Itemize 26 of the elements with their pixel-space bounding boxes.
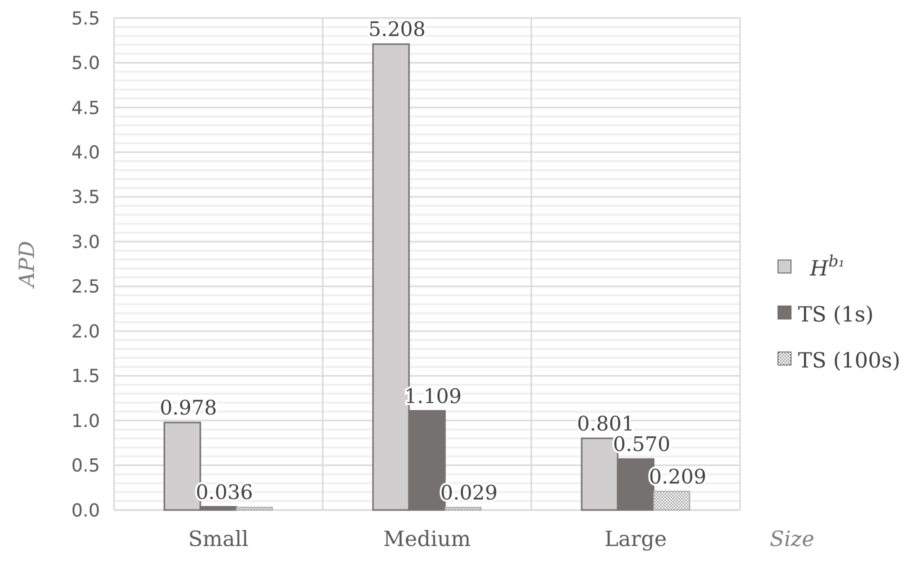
- legend-label: TS (100s): [798, 348, 900, 372]
- y-tick-label: 3.5: [71, 187, 100, 208]
- x-tick-label: Small: [188, 527, 249, 551]
- text: 0.0: [71, 500, 100, 522]
- y-tick-label: 2.5: [71, 276, 100, 298]
- y-tick-label: 4.5: [71, 98, 100, 119]
- bar: [444, 506, 482, 510]
- y-axis-title: APD: [15, 240, 39, 290]
- y-tick-label: 3.0: [71, 232, 100, 253]
- y-tick-label: 5.5: [71, 8, 100, 30]
- legend-label: TS (1s): [798, 302, 874, 326]
- x-tick-label: Large: [604, 527, 667, 551]
- legend-label: H$^{b₁}$: [809, 250, 845, 280]
- bar: [236, 506, 273, 510]
- data-label: 5.208: [368, 17, 426, 42]
- y-tick-label: 4.0: [71, 142, 100, 164]
- bar: [653, 490, 690, 510]
- y-tick-label: 5.0: [71, 53, 100, 74]
- y-tick-label: 0.5: [71, 456, 100, 477]
- y-tick-label: 1.5: [71, 366, 100, 388]
- data-label: 0.801: [577, 411, 634, 436]
- data-label: 0.978: [160, 396, 217, 420]
- x-tick-label: Medium: [383, 527, 471, 551]
- x-axis-title: Size: [770, 527, 814, 551]
- y-tick-label: 1.0: [71, 410, 100, 432]
- y-tick-label: 2.0: [71, 321, 100, 342]
